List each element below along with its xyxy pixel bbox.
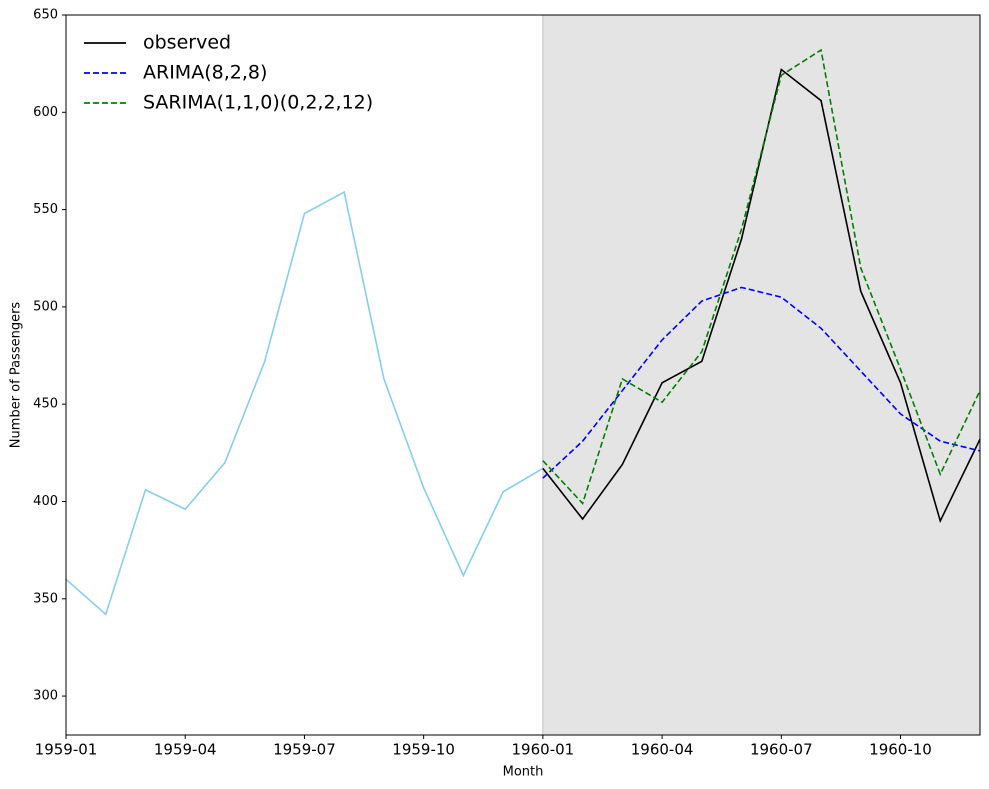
x-tick-label: 1959-01 — [35, 741, 98, 759]
y-tick-label: 650 — [33, 8, 58, 23]
series-line — [65, 190, 544, 616]
legend-label: SARIMA(1,1,0)(0,2,2,12) — [143, 92, 373, 114]
x-tick-label: 1960-07 — [750, 741, 813, 759]
x-tick-label: 1960-04 — [631, 741, 694, 759]
x-axis-label: Month — [503, 765, 544, 780]
y-tick-label: 400 — [33, 494, 58, 509]
x-tick-label: 1960-01 — [512, 741, 575, 759]
y-tick-label: 350 — [33, 591, 58, 606]
legend-label: ARIMA(8,2,8) — [143, 62, 267, 84]
y-tick-label: 500 — [33, 299, 58, 314]
x-tick-label: 1960-10 — [869, 741, 932, 759]
x-tick-label: 1959-04 — [154, 741, 217, 759]
y-axis-label: Number of Passengers — [9, 302, 24, 449]
y-tick-label: 450 — [33, 397, 58, 412]
series-line — [542, 48, 981, 505]
y-tick-label: 600 — [33, 105, 58, 120]
plot-frame — [65, 14, 981, 736]
x-tick-label: 1959-10 — [392, 741, 455, 759]
y-tick-label: 300 — [33, 689, 58, 704]
forecast-region — [542, 15, 980, 735]
series-line — [542, 286, 981, 479]
y-tick-label: 550 — [33, 202, 58, 217]
legend-label: observed — [143, 32, 231, 54]
x-tick-label: 1959-07 — [273, 741, 336, 759]
